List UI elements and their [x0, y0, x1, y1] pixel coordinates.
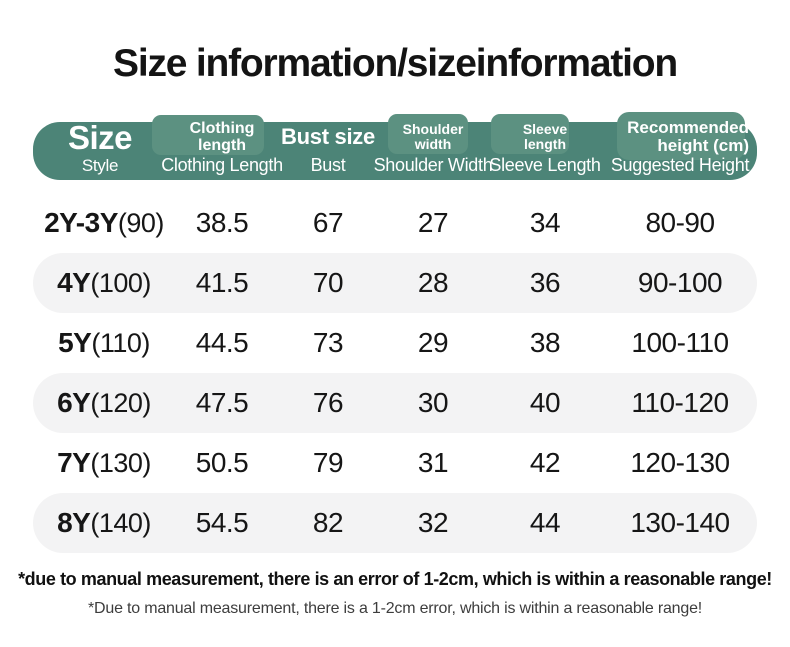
bust-cell: 70: [312, 267, 344, 298]
header-sublabel-sleeve-length: Sleeve Length: [489, 155, 601, 176]
style-size-note: (120): [90, 388, 151, 418]
clothing-length-cell: 44.5: [195, 327, 249, 358]
suggested-height-cell: 90-100: [637, 267, 723, 298]
style-code: 4Y: [57, 267, 91, 298]
style-cell: 7Y(130): [33, 447, 167, 479]
header-label-bust-size: Bust size: [281, 124, 375, 150]
table-row: 4Y(100) 41.5 70 28 36 90-100: [33, 253, 757, 313]
suggested-height-cell: 110-120: [631, 387, 729, 418]
header-sublabel-clothing-length: Clothing Length: [161, 155, 283, 176]
footnote-regular: *Due to manual measurement, there is a 1…: [87, 600, 703, 617]
style-size-note: (140): [90, 508, 151, 538]
clothing-length-cell: 47.5: [195, 387, 249, 418]
style-cell: 6Y(120): [33, 387, 167, 419]
header-sublabel-style: Style: [81, 156, 119, 176]
style-code: 8Y: [57, 507, 91, 538]
table-row: 2Y-3Y(90) 38.5 67 27 34 80-90: [33, 193, 757, 253]
style-code: 5Y: [58, 327, 92, 358]
sleeve-length-cell: 34: [529, 207, 561, 238]
shoulder-width-cell: 30: [417, 387, 449, 418]
header-cell-suggested-height: Recommended height (cm) Suggested Height: [603, 118, 757, 180]
table-row: 6Y(120) 47.5 76 30 40 110-120: [33, 373, 757, 433]
header-sublabel-shoulder-width: Shoulder Width: [373, 155, 493, 176]
bust-cell: 73: [312, 327, 344, 358]
header-chip-recommended-height: [617, 112, 745, 160]
sleeve-length-cell: 42: [529, 447, 561, 478]
header-cell-bust: Bust size Bust: [277, 118, 379, 180]
suggested-height-cell: 120-130: [630, 447, 730, 478]
style-code: 7Y: [57, 447, 91, 478]
header-label-recommended-height: Recommended height (cm): [627, 117, 749, 156]
header-cell-sleeve-length: Sleeve length Sleeve Length: [487, 118, 603, 180]
bust-cell: 76: [312, 387, 344, 418]
style-cell: 4Y(100): [33, 267, 167, 299]
sleeve-length-cell: 36: [529, 267, 561, 298]
footnote-bold: *due to manual measurement, there is an …: [18, 569, 772, 589]
header-chip-sleeve-length: [491, 114, 569, 154]
bust-cell: 82: [312, 507, 344, 538]
sleeve-length-cell: 38: [529, 327, 561, 358]
shoulder-width-cell: 31: [417, 447, 449, 478]
suggested-height-cell: 80-90: [645, 207, 715, 238]
suggested-height-cell: 130-140: [630, 507, 730, 538]
bust-cell: 79: [312, 447, 344, 478]
header-cell-shoulder-width: Shoulder width Shoulder Width: [374, 118, 493, 180]
shoulder-width-cell: 28: [417, 267, 449, 298]
clothing-length-cell: 54.5: [195, 507, 249, 538]
table-row: 8Y(140) 54.5 82 32 44 130-140: [33, 493, 757, 553]
header-chip-clothing-length: [152, 115, 264, 155]
header-label-sleeve-length: Sleeve length: [522, 120, 568, 153]
style-code: 2Y-3Y: [44, 207, 118, 238]
sleeve-length-cell: 44: [529, 507, 561, 538]
style-cell: 8Y(140): [33, 507, 167, 539]
clothing-length-cell: 50.5: [195, 447, 249, 478]
style-cell: 5Y(110): [33, 327, 167, 359]
sleeve-length-cell: 40: [529, 387, 561, 418]
header-chip-shoulder-width: [388, 114, 468, 154]
header-cell-style: Size Style: [33, 118, 167, 180]
header-label-clothing-length: Clothing length: [189, 119, 255, 155]
shoulder-width-cell: 27: [417, 207, 449, 238]
style-size-note: (110): [91, 328, 150, 358]
clothing-length-cell: 38.5: [195, 207, 249, 238]
header-label-size: Size: [67, 118, 133, 156]
size-table-body: 2Y-3Y(90) 38.5 67 27 34 80-90 4Y(100) 41…: [33, 193, 757, 553]
style-code: 6Y: [57, 387, 91, 418]
clothing-length-cell: 41.5: [195, 267, 249, 298]
table-row: 7Y(130) 50.5 79 31 42 120-130: [33, 433, 757, 493]
suggested-height-cell: 100-110: [631, 327, 729, 358]
table-header-row: Size Style Clothing length Clothing Leng…: [33, 118, 757, 180]
bust-cell: 67: [312, 207, 344, 238]
style-size-note: (130): [90, 448, 151, 478]
header-cell-clothing-length: Clothing length Clothing Length: [161, 118, 283, 180]
header-label-shoulder-width: Shoulder width: [402, 120, 464, 153]
style-size-note: (90): [117, 208, 165, 238]
shoulder-width-cell: 32: [417, 507, 449, 538]
shoulder-width-cell: 29: [417, 327, 449, 358]
table-row: 5Y(110) 44.5 73 29 38 100-110: [33, 313, 757, 373]
page-title: Size information/sizeinformation: [113, 42, 678, 85]
header-sublabel-suggested-height: Suggested Height: [610, 155, 750, 176]
header-sublabel-bust: Bust: [310, 155, 346, 176]
style-cell: 2Y-3Y(90): [33, 207, 167, 239]
style-size-note: (100): [90, 268, 151, 298]
